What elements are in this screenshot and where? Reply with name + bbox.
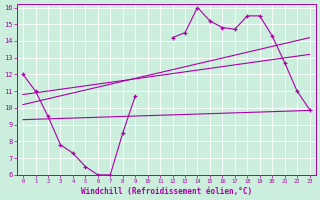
X-axis label: Windchill (Refroidissement éolien,°C): Windchill (Refroidissement éolien,°C) — [81, 187, 252, 196]
